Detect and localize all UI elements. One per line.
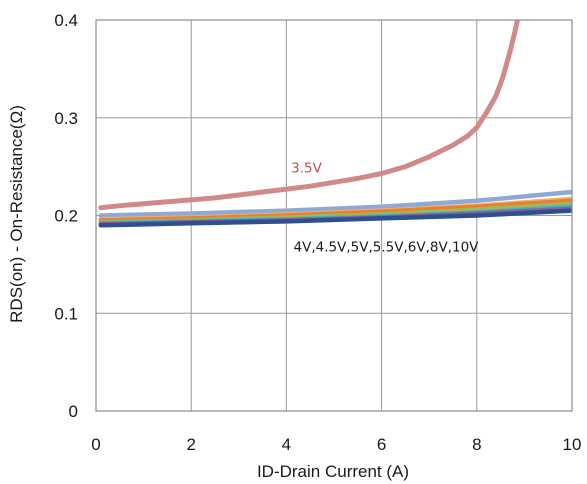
y-axis-ticks: 0 0.1 0.2 0.3 0.4 — [54, 11, 78, 421]
y-tick-label: 0.3 — [54, 109, 78, 128]
x-tick-label: 10 — [563, 435, 582, 454]
series-line-7 — [98, 208, 572, 228]
x-tick-label: 4 — [282, 435, 291, 454]
x-tick-label: 8 — [472, 435, 481, 454]
x-axis-title: ID-Drain Current (A) — [257, 462, 409, 481]
series-line-1 — [98, 189, 572, 218]
y-tick-label: 0.4 — [54, 11, 78, 30]
series-line-3v5 — [98, 20, 521, 211]
plot-frame — [95, 19, 573, 412]
annotations: 3.5V 4V,4.5V,5V,5.5V,6V,8V,10V — [291, 160, 479, 255]
y-tick-label: 0.2 — [54, 207, 78, 226]
x-tick-label: 2 — [186, 435, 195, 454]
y-tick-label: 0 — [69, 402, 78, 421]
y-axis-title: RDS(on) - On-Resistance(Ω) — [7, 105, 26, 323]
x-tick-label: 6 — [377, 435, 386, 454]
x-tick-label: 0 — [91, 435, 100, 454]
plot-border — [95, 19, 573, 412]
series-lines — [98, 20, 572, 228]
y-tick-label: 0.1 — [54, 304, 78, 323]
x-axis-ticks: 0 2 4 6 8 10 — [91, 435, 581, 454]
annotation-3v5: 3.5V — [291, 160, 322, 176]
annotation-other-voltages: 4V,4.5V,5V,5.5V,6V,8V,10V — [294, 240, 480, 256]
